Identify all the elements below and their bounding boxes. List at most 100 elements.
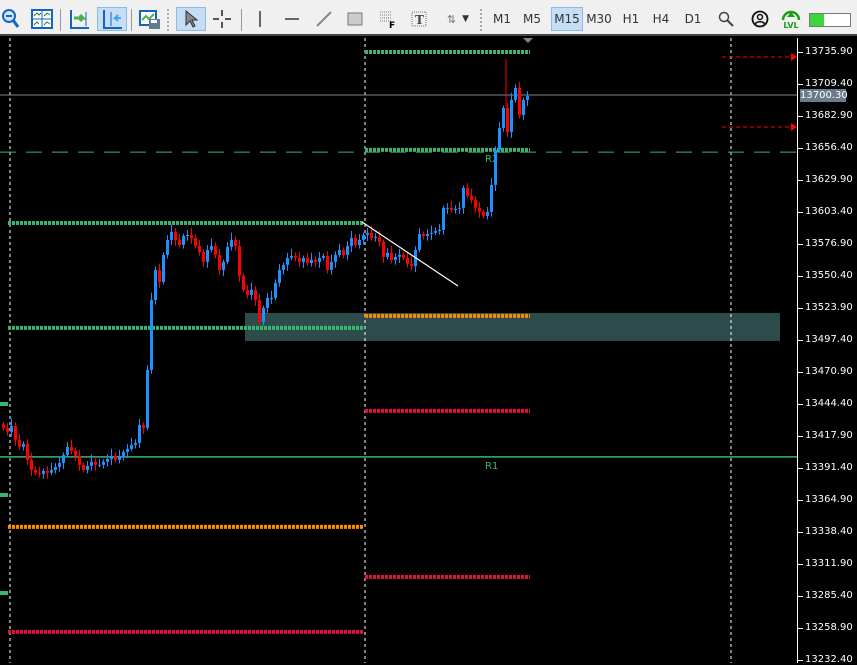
candle-body [434,230,437,233]
candle-body [454,208,457,210]
timeframe-m30[interactable]: M30 [586,12,612,26]
candle-body [458,207,461,209]
fibonacci-icon[interactable]: F [378,7,398,31]
candle-body [426,233,429,236]
candle-body [110,455,113,459]
candle-body [318,257,321,262]
candle-body [330,261,333,270]
candle-body [50,469,53,473]
candle-body [46,470,49,473]
candle-body [290,255,293,258]
candle-body [234,239,237,246]
price-axis[interactable]: 13735.90 13709.40 13682.90 13656.40 13629.90… [797,38,857,665]
price-label: 13364.90 [805,494,853,505]
price-label: 13497.40 [805,334,853,345]
rectangle-icon[interactable] [345,7,365,31]
vertical-line-icon[interactable] [250,7,270,31]
chevron-down-icon[interactable]: ▼ [462,14,470,24]
candle-body [338,249,341,255]
price-label: 13444.40 [805,398,853,409]
candle-body [278,269,281,283]
candle-body [138,424,141,443]
candle-body [90,461,93,466]
lvl-button[interactable]: LVL [780,7,802,31]
chart-shift-icon[interactable] [97,7,127,31]
candle-body [334,254,337,262]
candle-body [422,233,425,236]
timeframe-m5[interactable]: M5 [523,12,541,26]
price-tick [798,148,803,149]
horizontal-line-icon[interactable] [282,7,302,31]
price-tick [798,84,803,85]
candle-body [42,470,45,474]
zoom-out-icon[interactable] [0,7,22,31]
price-label: 13417.90 [805,430,853,441]
timeframe-d1[interactable]: D1 [684,12,702,26]
price-tick [798,596,803,597]
candle-body [294,255,297,258]
candle-body [154,269,157,300]
candle-body [18,439,21,447]
cursor-icon[interactable] [176,7,206,31]
candle-body [178,239,181,245]
candle-body [486,211,489,216]
price-chart[interactable]: R1 R2 [0,38,797,663]
price-tick [798,468,803,469]
candle-body [326,255,329,270]
candle-body [402,254,405,258]
candle-body [174,231,177,240]
candle-body [358,239,361,245]
svg-text:F: F [389,21,395,29]
candle-body [62,454,65,463]
candle-body [494,149,497,185]
timeframe-h4[interactable]: H4 [652,12,670,26]
candle-body [366,232,369,235]
autoscroll-icon[interactable] [67,7,91,31]
lvl-label: LVL [783,20,799,30]
price-label: 13285.40 [805,590,853,601]
candle-body [166,239,169,255]
timeframe-m1[interactable]: M1 [493,12,511,26]
candle-body [186,234,189,236]
account-icon[interactable] [750,7,770,31]
candle-body [22,443,25,447]
candle-body [146,369,149,428]
candle-body [510,99,513,132]
price-tick [798,212,803,213]
r1-label: R1 [485,461,498,472]
trendline-icon[interactable] [314,7,334,31]
candle-body [314,259,317,262]
price-label: 13391.40 [805,462,853,473]
candle-body [346,245,349,255]
candle-body [306,257,309,263]
level-mark [0,591,8,595]
candle-body [374,236,377,238]
candle-body [430,232,433,234]
candle-body [354,237,357,245]
search-icon[interactable] [716,7,736,31]
candle-body [394,256,397,260]
candle-body [398,254,401,257]
price-label: 13311.90 [805,558,853,569]
timeframe-m15[interactable]: M15 [551,7,583,31]
candle-body [74,450,77,456]
candle-body [350,237,353,246]
crosshair-icon[interactable] [210,7,234,31]
tile-windows-icon[interactable] [30,7,54,31]
price-label: 13629.90 [805,174,853,185]
text-label-icon[interactable]: T [409,7,429,31]
timeframe-h1[interactable]: H1 [622,12,640,26]
candle-body [162,254,165,282]
price-label: 13682.90 [805,110,853,121]
candle-body [78,455,81,465]
bid-price-label: 13700.30 [800,88,848,102]
candle-body [190,234,193,238]
save-template-icon[interactable] [138,7,162,31]
candle-body [442,207,445,230]
candle-body [302,257,305,262]
alert-arrow-icon [791,122,797,131]
price-tick [798,276,803,277]
candle-body [526,95,529,100]
arrows-icon[interactable]: ⇅ ▼ [440,7,476,31]
candle-body [462,187,465,208]
